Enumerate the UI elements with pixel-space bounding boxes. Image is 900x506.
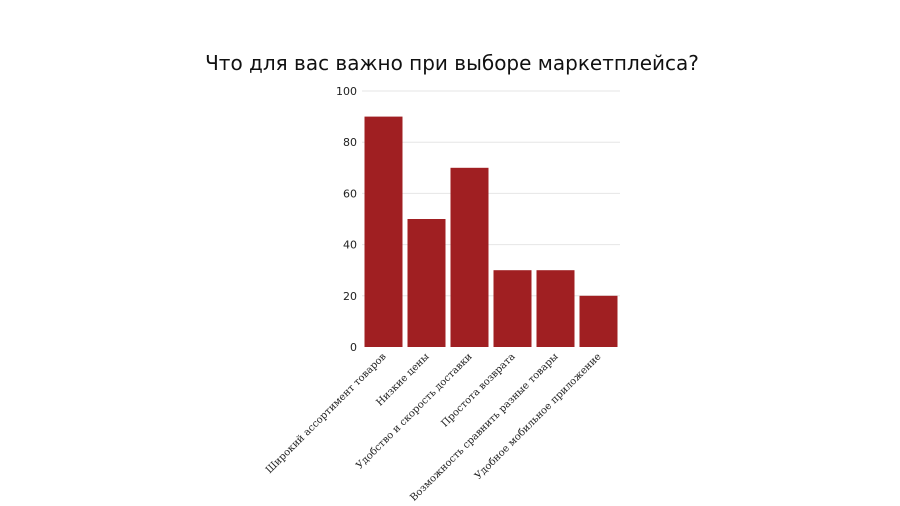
- y-tick-label: 60: [343, 187, 357, 200]
- y-tick-label: 20: [343, 290, 357, 303]
- bar: [407, 219, 446, 347]
- bars: [364, 116, 618, 347]
- y-tick-label: 0: [350, 341, 357, 354]
- bar: [450, 167, 489, 347]
- y-tick-label: 40: [343, 239, 357, 252]
- bar: [364, 116, 403, 347]
- y-axis-ticks: 0 20 40 60 80 100: [336, 85, 357, 354]
- bar: [579, 295, 618, 347]
- gridlines: [362, 90, 620, 297]
- y-tick-label: 100: [336, 85, 357, 98]
- y-tick-label: 80: [343, 136, 357, 149]
- x-tick-label: Возможность сравнить разные товары: [408, 351, 560, 503]
- bar: [536, 270, 575, 347]
- x-tick-label: Простота возврата: [439, 351, 517, 429]
- bar: [493, 270, 532, 347]
- chart-title: Что для вас важно при выборе маркетплейс…: [205, 51, 699, 75]
